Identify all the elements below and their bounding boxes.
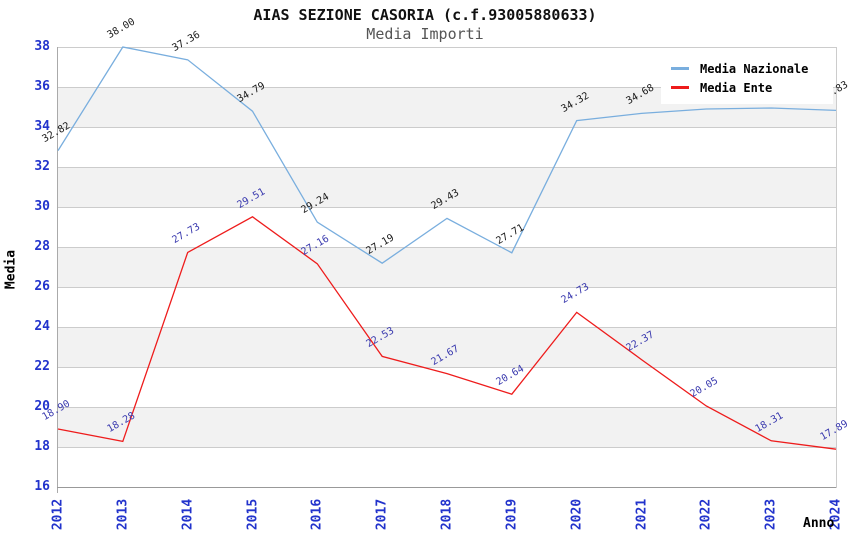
legend-swatch	[671, 86, 689, 89]
gridline	[58, 127, 836, 128]
gridline	[58, 447, 836, 448]
y-tick-label: 38	[34, 39, 50, 54]
x-tick-label: 2013	[115, 498, 131, 531]
y-tick-label: 30	[34, 199, 50, 214]
y-tick-label: 26	[34, 279, 50, 294]
y-tick-label: 32	[34, 159, 50, 174]
y-tick-label: 16	[34, 479, 50, 494]
legend-item: Media Ente	[671, 78, 833, 97]
x-tick-label: 2014	[180, 498, 196, 531]
plot-band	[58, 167, 836, 207]
y-tick-label: 34	[34, 119, 50, 134]
media-nazionale-line	[57, 46, 837, 264]
y-tick-label: 24	[34, 319, 50, 334]
x-tick-label: 2012	[50, 498, 66, 531]
gridline	[58, 47, 836, 48]
media-ente-line	[57, 216, 837, 450]
x-tick-label: 2017	[374, 498, 390, 531]
chart-title: AIAS SEZIONE CASORIA (c.f.93005880633)	[253, 6, 597, 24]
y-tick-label: 18	[34, 439, 50, 454]
gridline	[58, 87, 836, 88]
y-axis-line	[57, 47, 58, 493]
x-tick-label: 2021	[634, 498, 649, 531]
legend-item-label: Media Nazionale	[700, 61, 809, 76]
plot-right-border	[836, 47, 837, 488]
x-tick-label: 2023	[763, 498, 779, 531]
y-tick-label: 28	[34, 239, 50, 254]
gridline	[58, 287, 836, 288]
y-tick-label: 22	[34, 359, 50, 374]
legend: Media Nazionale Media Ente	[661, 50, 833, 104]
legend-swatch	[671, 67, 689, 70]
gridline	[58, 167, 836, 168]
plot-band	[58, 327, 836, 367]
gridline	[58, 207, 836, 208]
gridline	[58, 327, 836, 328]
legend-item-label: Media Ente	[700, 80, 773, 95]
gridline	[58, 407, 836, 408]
gridline	[58, 367, 836, 368]
gridline	[58, 247, 836, 248]
x-tick-label: 2019	[504, 498, 520, 531]
x-tick-label: 2016	[309, 498, 325, 531]
x-tick-label: 2018	[439, 498, 455, 531]
x-axis-title: Anno	[803, 516, 835, 531]
legend-item: Media Nazionale	[671, 59, 833, 78]
x-tick-label: 2020	[569, 498, 585, 531]
plot-band	[58, 407, 836, 447]
y-tick-label: 20	[34, 399, 50, 414]
x-tick-label: 2022	[698, 498, 714, 531]
y-tick-label: 36	[34, 79, 50, 94]
x-axis-line	[57, 487, 837, 488]
chart-subtitle: Media Importi	[366, 25, 484, 43]
x-tick-label: 2015	[245, 498, 260, 531]
